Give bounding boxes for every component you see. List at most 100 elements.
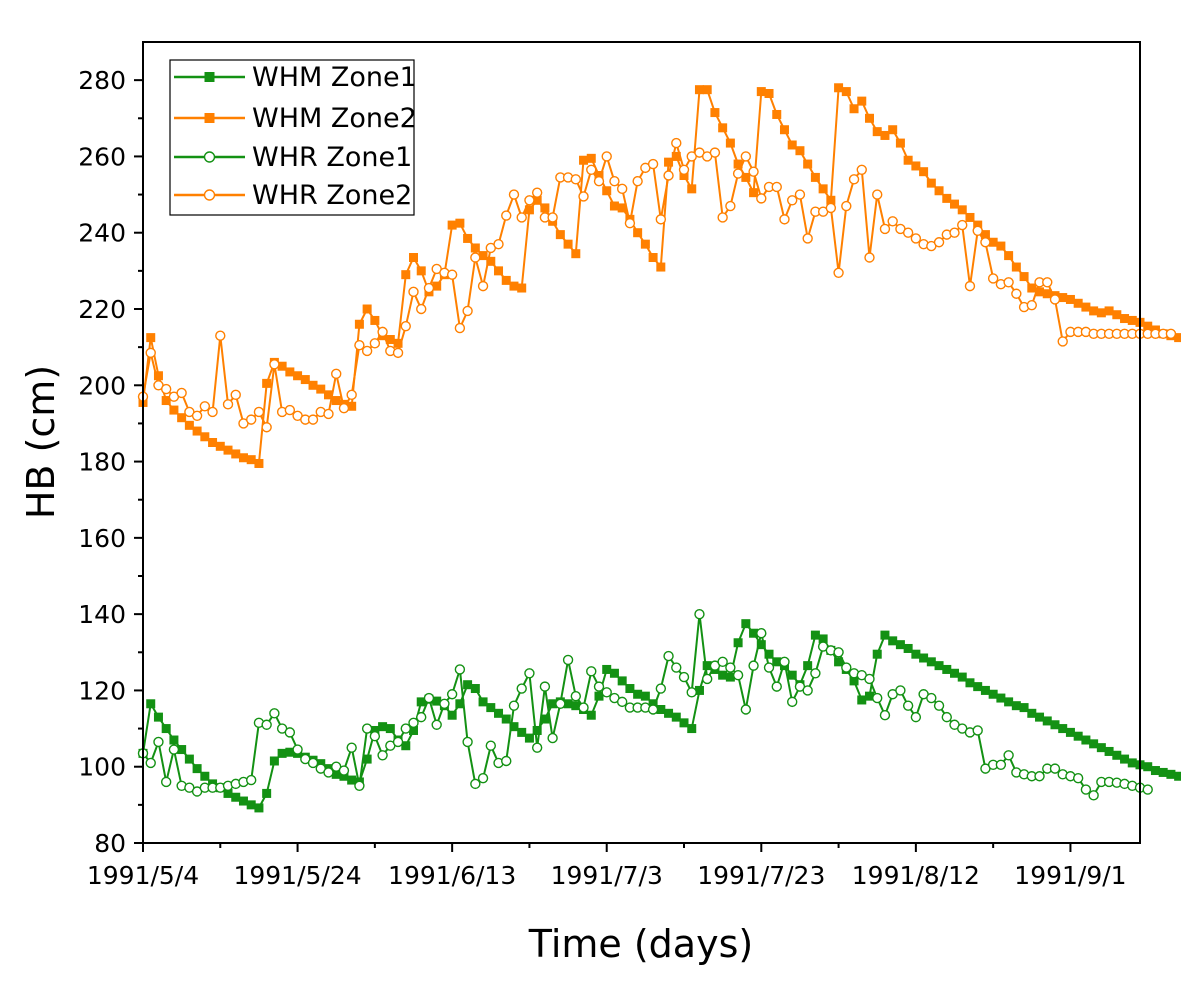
data-point <box>594 171 604 180</box>
data-point <box>347 775 357 785</box>
data-point <box>601 151 612 162</box>
data-point <box>911 161 921 171</box>
data-point <box>300 375 310 385</box>
data-point <box>208 438 218 447</box>
data-point <box>346 742 357 753</box>
data-point <box>717 212 728 223</box>
data-point <box>346 389 357 401</box>
data-point <box>756 640 766 650</box>
data-point <box>864 673 875 685</box>
data-point <box>1049 294 1061 305</box>
data-point <box>562 654 574 666</box>
data-point <box>285 367 295 377</box>
data-point <box>965 212 975 222</box>
data-point <box>231 792 241 802</box>
data-point <box>957 672 967 682</box>
data-point <box>246 774 257 786</box>
data-point <box>531 187 543 198</box>
data-point <box>678 671 690 683</box>
data-point <box>1073 731 1083 741</box>
data-point <box>223 788 233 798</box>
data-point <box>277 361 287 371</box>
data-point <box>269 708 280 719</box>
data-point <box>501 275 511 285</box>
data-point <box>331 368 342 380</box>
data-point <box>933 237 945 248</box>
legend-item: WHR Zone1 <box>174 142 412 173</box>
data-point <box>1065 727 1075 737</box>
data-point <box>671 137 682 149</box>
data-point <box>826 195 836 205</box>
data-point <box>408 717 419 729</box>
data-point <box>934 186 944 196</box>
data-point <box>1150 766 1160 776</box>
data-point <box>238 796 248 806</box>
data-point <box>455 699 465 709</box>
data-point <box>950 199 960 209</box>
data-point <box>1166 769 1176 779</box>
data-point <box>741 619 751 629</box>
data-point <box>616 183 628 195</box>
data-point <box>601 687 612 698</box>
data-point <box>648 253 658 263</box>
data-point <box>1034 771 1045 782</box>
data-point <box>199 401 211 412</box>
data-point <box>686 687 697 698</box>
data-point <box>942 664 952 674</box>
series-whm-zone1 <box>138 619 1181 813</box>
data-point <box>1003 277 1014 288</box>
data-point <box>671 712 681 722</box>
data-point <box>926 692 937 704</box>
data-point <box>409 725 419 735</box>
data-point <box>593 681 605 692</box>
data-point <box>1096 743 1106 753</box>
data-point <box>431 719 442 730</box>
data-point <box>1026 299 1037 311</box>
data-point <box>269 756 279 766</box>
data-point <box>919 167 929 177</box>
data-point <box>679 718 689 728</box>
data-point <box>687 724 697 734</box>
data-point <box>980 230 990 240</box>
data-point <box>803 159 813 169</box>
data-point <box>516 212 527 223</box>
data-point <box>772 109 782 119</box>
data-point <box>779 656 790 668</box>
data-point <box>671 662 682 673</box>
x-axis-title: Time (days) <box>528 922 753 966</box>
data-point <box>470 243 480 253</box>
y-tick-label: 140 <box>78 600 126 629</box>
data-point <box>401 270 411 280</box>
data-point <box>1143 321 1153 331</box>
data-point <box>168 744 180 755</box>
data-point <box>640 691 650 701</box>
data-point <box>246 800 256 810</box>
data-point <box>369 731 381 742</box>
data-point <box>284 404 296 416</box>
data-point <box>331 396 341 406</box>
data-point <box>810 668 821 679</box>
legend-item: WHM Zone1 <box>174 62 417 93</box>
data-point <box>857 96 867 106</box>
data-point <box>477 280 489 292</box>
data-point <box>571 701 581 711</box>
data-point <box>664 708 674 718</box>
data-point <box>153 712 163 722</box>
data-point <box>995 759 1007 771</box>
y-tick-label: 260 <box>78 142 126 171</box>
data-point <box>400 723 411 734</box>
data-point <box>701 673 713 685</box>
data-point <box>145 347 156 359</box>
data-point <box>446 269 458 280</box>
data-point <box>362 754 372 764</box>
data-point <box>269 359 280 370</box>
data-point <box>222 399 234 410</box>
data-point <box>980 237 991 248</box>
data-point <box>338 765 350 776</box>
data-point <box>1081 302 1091 312</box>
data-point <box>633 689 643 699</box>
data-point <box>833 647 844 658</box>
data-point <box>392 347 404 359</box>
data-point <box>555 230 565 240</box>
